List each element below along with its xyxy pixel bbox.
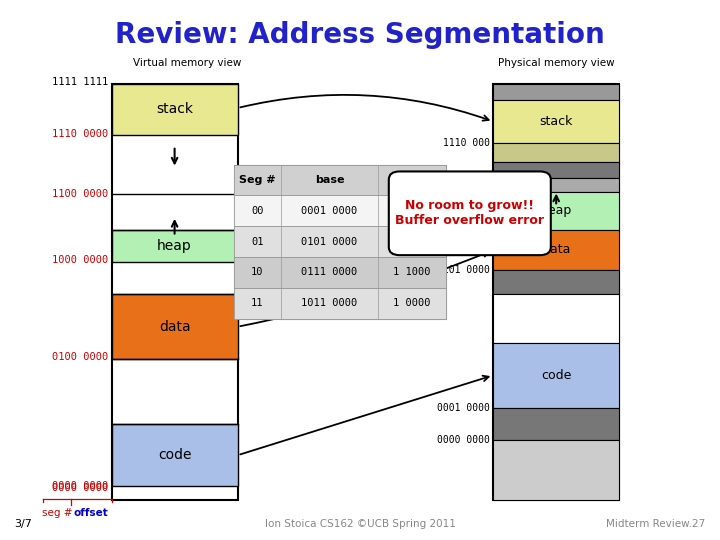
Text: offset: offset — [73, 508, 109, 518]
Bar — [112, 84, 238, 135]
Text: 1011 0000: 1011 0000 — [301, 298, 358, 308]
Text: stack: stack — [156, 103, 193, 116]
Bar — [493, 192, 619, 230]
Text: 01: 01 — [251, 237, 264, 247]
Bar — [112, 294, 238, 359]
Text: 11: 11 — [251, 298, 264, 308]
Text: 10 0000: 10 0000 — [390, 206, 434, 216]
Bar — [234, 165, 446, 195]
Bar — [493, 343, 619, 408]
Text: 1100 0000: 1100 0000 — [52, 190, 108, 199]
Bar — [493, 178, 619, 192]
Text: heap: heap — [541, 204, 572, 217]
Bar — [493, 162, 619, 178]
Text: 1110 000: 1110 000 — [443, 138, 490, 148]
Text: code: code — [541, 369, 572, 382]
Text: 10: 10 — [251, 267, 264, 278]
Text: 0101 0000: 0101 0000 — [301, 237, 358, 247]
Text: 3/7: 3/7 — [14, 519, 32, 529]
Text: Seg #: Seg # — [239, 175, 276, 185]
Text: base: base — [315, 175, 344, 185]
Text: Review: Address Segmentation: Review: Address Segmentation — [115, 21, 605, 49]
Text: stack: stack — [539, 115, 573, 128]
Text: 1111 1111: 1111 1111 — [52, 77, 108, 87]
FancyBboxPatch shape — [389, 172, 551, 255]
Bar — [493, 270, 619, 294]
Text: 0111 0000: 0111 0000 — [437, 187, 490, 197]
Text: data: data — [159, 320, 190, 334]
Text: 0101 0000: 0101 0000 — [437, 265, 490, 275]
Text: 1 0000: 1 0000 — [393, 298, 431, 308]
Bar — [234, 165, 446, 319]
Text: Ion Stoica CS162 ©UCB Spring 2011: Ion Stoica CS162 ©UCB Spring 2011 — [264, 519, 456, 529]
Text: 1 1000: 1 1000 — [393, 267, 431, 278]
Text: 0001 0000: 0001 0000 — [301, 206, 358, 216]
Bar — [493, 143, 619, 162]
Bar — [493, 84, 619, 100]
Bar — [112, 230, 238, 262]
Text: 00: 00 — [251, 206, 264, 216]
Bar — [493, 440, 619, 500]
Bar — [493, 408, 619, 440]
Text: seg #: seg # — [42, 508, 72, 518]
Text: heap: heap — [157, 239, 192, 253]
Text: Midterm Review.27: Midterm Review.27 — [606, 519, 706, 529]
Text: 0000 0000: 0000 0000 — [52, 481, 108, 491]
Text: data: data — [542, 243, 570, 256]
Text: 0000 0000: 0000 0000 — [437, 435, 490, 445]
Text: Virtual memory view: Virtual memory view — [133, 57, 241, 68]
Text: 10 0000: 10 0000 — [390, 237, 434, 247]
Text: 0000 0000: 0000 0000 — [52, 483, 108, 492]
Bar — [493, 230, 619, 270]
Text: 1000 0000: 1000 0000 — [52, 255, 108, 265]
Bar — [234, 226, 446, 257]
Text: 0001 0000: 0001 0000 — [437, 403, 490, 413]
Text: limit: limit — [398, 175, 426, 185]
Bar — [112, 84, 238, 500]
Bar — [234, 288, 446, 319]
Text: Physical memory view: Physical memory view — [498, 57, 614, 68]
Text: code: code — [158, 448, 192, 462]
Bar — [112, 424, 238, 486]
Bar — [493, 100, 619, 143]
Bar — [234, 195, 446, 226]
Text: 0111 0000: 0111 0000 — [301, 267, 358, 278]
Text: 1110 0000: 1110 0000 — [52, 129, 108, 139]
Bar — [493, 294, 619, 343]
Bar — [493, 84, 619, 500]
Text: 0100 0000: 0100 0000 — [52, 353, 108, 362]
Bar — [234, 257, 446, 288]
Text: No room to grow!!
Buffer overflow error: No room to grow!! Buffer overflow error — [395, 199, 544, 227]
